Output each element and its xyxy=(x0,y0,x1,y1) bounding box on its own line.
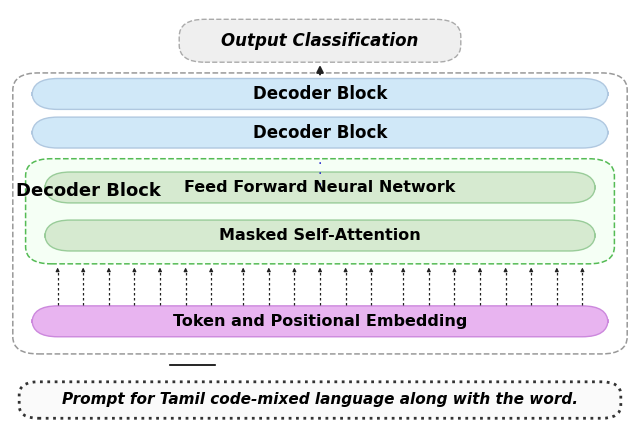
FancyBboxPatch shape xyxy=(13,73,627,354)
Text: Token and Positional Embedding: Token and Positional Embedding xyxy=(173,314,467,329)
Text: Decoder Block: Decoder Block xyxy=(253,124,387,142)
Text: .: . xyxy=(318,174,322,188)
FancyBboxPatch shape xyxy=(45,172,595,203)
Text: .: . xyxy=(318,153,322,166)
Text: Decoder Block: Decoder Block xyxy=(16,182,161,200)
FancyBboxPatch shape xyxy=(32,79,608,109)
Text: Prompt for Tamil code-mixed language along with the word.: Prompt for Tamil code-mixed language alo… xyxy=(62,393,578,407)
Text: Decoder Block: Decoder Block xyxy=(253,85,387,103)
FancyBboxPatch shape xyxy=(26,159,614,264)
Text: .: . xyxy=(318,163,322,177)
FancyBboxPatch shape xyxy=(32,117,608,148)
FancyBboxPatch shape xyxy=(32,306,608,337)
FancyBboxPatch shape xyxy=(179,19,461,62)
Text: Masked Self-Attention: Masked Self-Attention xyxy=(219,228,421,243)
Text: Output Classification: Output Classification xyxy=(221,32,419,50)
FancyBboxPatch shape xyxy=(19,382,621,418)
FancyBboxPatch shape xyxy=(45,220,595,251)
Text: Feed Forward Neural Network: Feed Forward Neural Network xyxy=(184,180,456,195)
